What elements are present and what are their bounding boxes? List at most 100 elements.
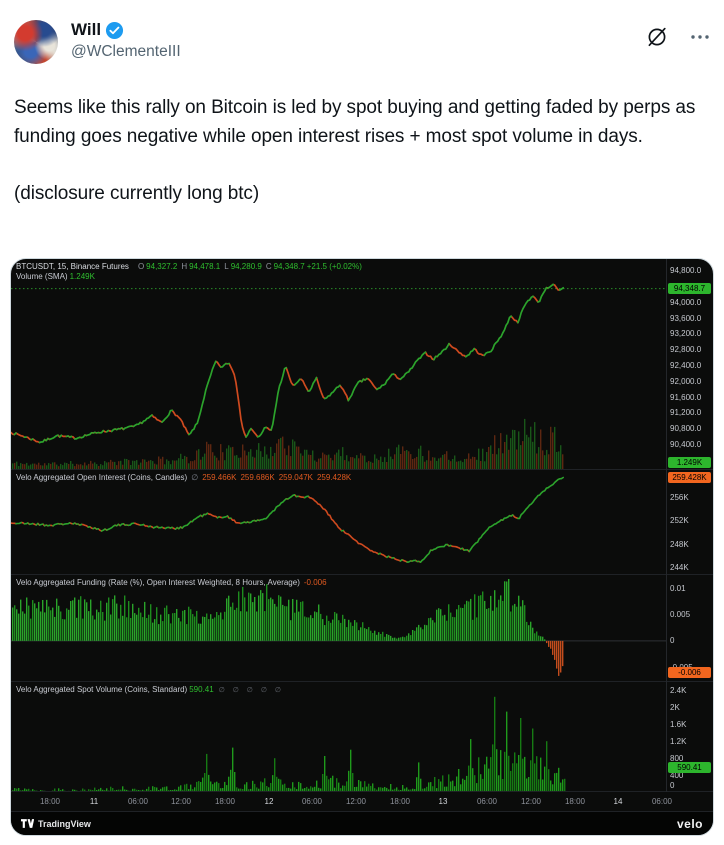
- time-axis[interactable]: 18:00 11 06:00 12:00 18:00 12 06:00 12:00 18:00 1…: [11, 792, 713, 812]
- axis-tick-label: 2K: [670, 702, 680, 712]
- axis-tick-label: 256K: [670, 492, 689, 502]
- pane-legend-funding[interactable]: Velo Aggregated Funding (Rate (%), Open …: [16, 578, 327, 587]
- author-block[interactable]: Will @WClementeIII: [71, 20, 181, 61]
- chart-pane-price: 94,800.0 94,000.0 93,600.0 93,200.0 92,800.0…: [11, 259, 713, 470]
- axis-tick-label: 92,800.0: [670, 345, 702, 355]
- time-axis-label: 18:00: [39, 797, 61, 806]
- plot-area-oi: [11, 470, 666, 575]
- axis-tick-label: 1.2K: [670, 736, 687, 746]
- indicator-value: 259.466K: [202, 473, 237, 482]
- volume-legend[interactable]: Volume (SMA) 1.249K: [16, 272, 95, 281]
- time-axis-label: 18:00: [214, 797, 236, 806]
- footer-separator: [11, 811, 713, 812]
- funding-series-svg: [11, 579, 666, 676]
- ohlc-key: C: [265, 262, 272, 271]
- plot-area-funding: [11, 575, 666, 682]
- axis-tick-label: 91,200.0: [670, 408, 702, 418]
- pane-separator: [11, 469, 713, 470]
- indicator-value: -0.006: [303, 578, 327, 587]
- time-axis-label: 12:00: [170, 797, 192, 806]
- indicator-value: 259.686K: [240, 473, 275, 482]
- axis-tick-label: 1.6K: [670, 719, 687, 729]
- ohlc-value: 94,280.9: [230, 262, 262, 271]
- avatar[interactable]: [14, 20, 58, 64]
- chart-pane-oi: 256K 252K 248K 244K 259.428K Velo Aggregated …: [11, 470, 713, 575]
- chart-image[interactable]: 94,800.0 94,000.0 93,600.0 93,200.0 92,800.0…: [10, 258, 714, 836]
- axis-tick-label: 248K: [670, 539, 689, 549]
- time-axis-label: 06:00: [476, 797, 498, 806]
- more-icon[interactable]: [690, 27, 710, 47]
- indicator-label: Velo Aggregated Funding (Rate (%), Open …: [16, 578, 300, 587]
- time-axis-label: 06:00: [301, 797, 323, 806]
- pane-separator: [11, 574, 713, 575]
- axis-separator: [666, 259, 667, 792]
- price-series-svg: [11, 283, 666, 469]
- time-axis-label: 14: [613, 797, 623, 806]
- axis-tick-label: 92,000.0: [670, 376, 702, 386]
- time-axis-label: 12: [264, 797, 274, 806]
- author-handle: @WClementeIII: [71, 43, 181, 60]
- axis-tick-label: 0: [670, 636, 675, 646]
- axis-tick-label: 252K: [670, 516, 689, 526]
- tradingview-label: TradingView: [38, 818, 91, 829]
- indicator-label: Velo Aggregated Open Interest (Coins, Ca…: [16, 473, 188, 482]
- axis-tick-label: 244K: [670, 563, 689, 573]
- ohlc-key: L: [224, 262, 229, 271]
- time-axis-label: 13: [438, 797, 448, 806]
- grok-icon[interactable]: [646, 26, 668, 48]
- oi-series-svg: [11, 476, 564, 563]
- volume-value: 1.249K: [69, 272, 95, 281]
- ohlc-value: 94,478.1: [189, 262, 221, 271]
- last-value-badge[interactable]: 590.41: [668, 761, 711, 773]
- indicator-value: 259.047K: [278, 473, 313, 482]
- tweet-text: Seems like this rally on Bitcoin is led …: [14, 93, 714, 208]
- time-axis-label: 06:00: [651, 797, 673, 806]
- axis-tick-label: 0.01: [670, 583, 686, 593]
- axis-tick-label: 90,800.0: [670, 424, 702, 434]
- axis-tick-label: 93,600.0: [670, 313, 702, 323]
- axis-tick-label: 94,000.0: [670, 297, 702, 307]
- axis-tick-label: 94,800.0: [670, 266, 702, 276]
- axis-tick-label: 0: [670, 781, 675, 790]
- spot-series-svg: [12, 696, 566, 792]
- last-value-badge[interactable]: 94,348.7: [668, 283, 711, 295]
- axis-tick-label: 90,400.0: [670, 439, 702, 449]
- display-name: Will: [71, 20, 102, 39]
- chart-footer: TradingView velo: [11, 812, 713, 835]
- time-axis-label: 18:00: [564, 797, 586, 806]
- tweet-paragraph-1: Seems like this rally on Bitcoin is led …: [14, 97, 696, 147]
- price-axis-price: 94,800.0 94,000.0 93,600.0 93,200.0 92,800.0…: [666, 259, 713, 470]
- pane-legend-oi[interactable]: Velo Aggregated Open Interest (Coins, Ca…: [16, 473, 351, 482]
- price-axis-oi: 256K 252K 248K 244K 259.428K: [666, 470, 713, 575]
- ohlc-key: H: [181, 262, 188, 271]
- tweet-paragraph-2: (disclosure currently long btc): [14, 183, 260, 204]
- hidden-series-dots: ∅ ∅ ∅ ∅ ∅: [218, 687, 284, 694]
- symbol-label: BTCUSDT, 15, Binance Futures: [16, 262, 129, 271]
- time-axis-label: 12:00: [520, 797, 542, 806]
- tradingview-logo-icon: [21, 819, 34, 828]
- pane-separator: [11, 791, 713, 792]
- last-value-badge[interactable]: 259.428K: [668, 472, 711, 483]
- axis-tick-label: 800: [670, 753, 684, 763]
- axis-tick-label: 91,600.0: [670, 392, 702, 402]
- last-value-badge[interactable]: -0.006: [668, 667, 711, 678]
- ohlc-value: 94,348.7: [273, 262, 305, 271]
- pane-legend-spot[interactable]: Velo Aggregated Spot Volume (Coins, Stan…: [16, 685, 284, 694]
- velo-label: velo: [676, 816, 703, 831]
- ohlc-key: O: [137, 262, 145, 271]
- volume-value-badge[interactable]: 1.249K: [668, 457, 711, 468]
- indicator-value: 590.41: [189, 685, 214, 694]
- price-axis-spot: 2.4K 2K 1.6K 1.2K 800 400 0 590.41: [666, 682, 713, 792]
- volume-label: Volume (SMA): [16, 272, 68, 281]
- pane-legend-price[interactable]: BTCUSDT, 15, Binance Futures O 94,327.2 H 94…: [16, 262, 362, 271]
- indicator-label: Velo Aggregated Spot Volume (Coins, Stan…: [16, 685, 188, 694]
- time-axis-label: 18:00: [389, 797, 411, 806]
- time-axis-label: 12:00: [345, 797, 367, 806]
- axis-tick-label: 0.005: [670, 610, 691, 620]
- axis-tick-label: 2.4K: [670, 685, 687, 695]
- axis-tick-label: 93,200.0: [670, 329, 702, 339]
- series-toggle-icon: ∅: [191, 473, 199, 482]
- chart-pane-spot: 2.4K 2K 1.6K 1.2K 800 400 0 590.41 Velo Aggregat…: [11, 682, 713, 792]
